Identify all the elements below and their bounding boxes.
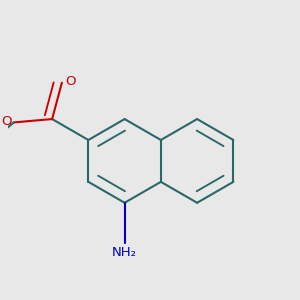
Text: O: O [65,76,75,88]
Text: NH₂: NH₂ [112,246,137,259]
Text: O: O [2,115,12,128]
